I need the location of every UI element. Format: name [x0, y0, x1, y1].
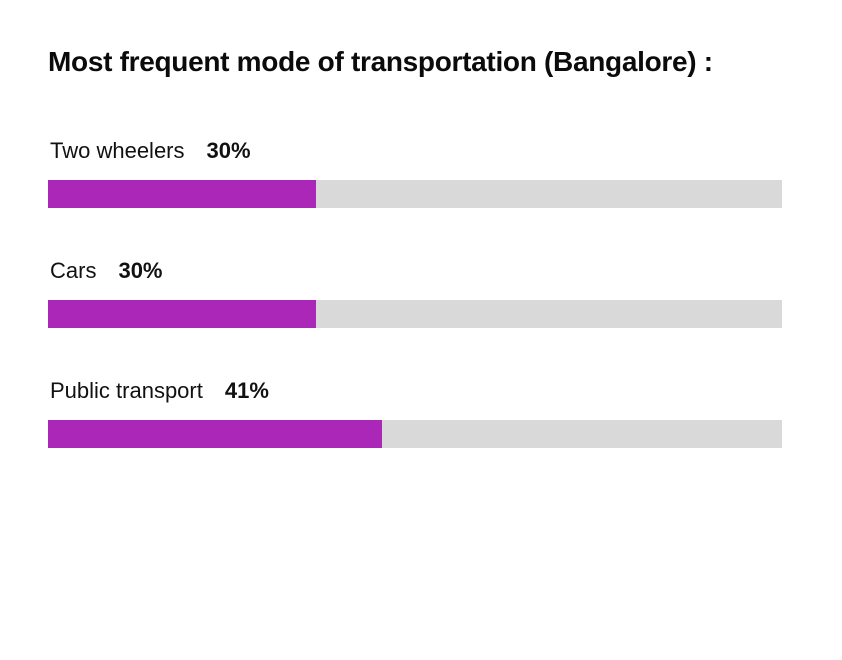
bar-fill [48, 420, 382, 448]
category-label: Cars [50, 258, 97, 283]
category-label: Two wheelers [50, 138, 185, 163]
bar-track [48, 300, 782, 328]
category-label: Public transport [50, 378, 203, 403]
chart-title: Most frequent mode of transportation (Ba… [48, 46, 713, 77]
value-label: 41% [224, 378, 269, 403]
bar-fill [48, 180, 316, 208]
value-label: 30% [118, 258, 163, 283]
value-label: 30% [206, 138, 251, 163]
bar-track [48, 420, 782, 448]
bar-fill [48, 300, 316, 328]
bar-track [48, 180, 782, 208]
